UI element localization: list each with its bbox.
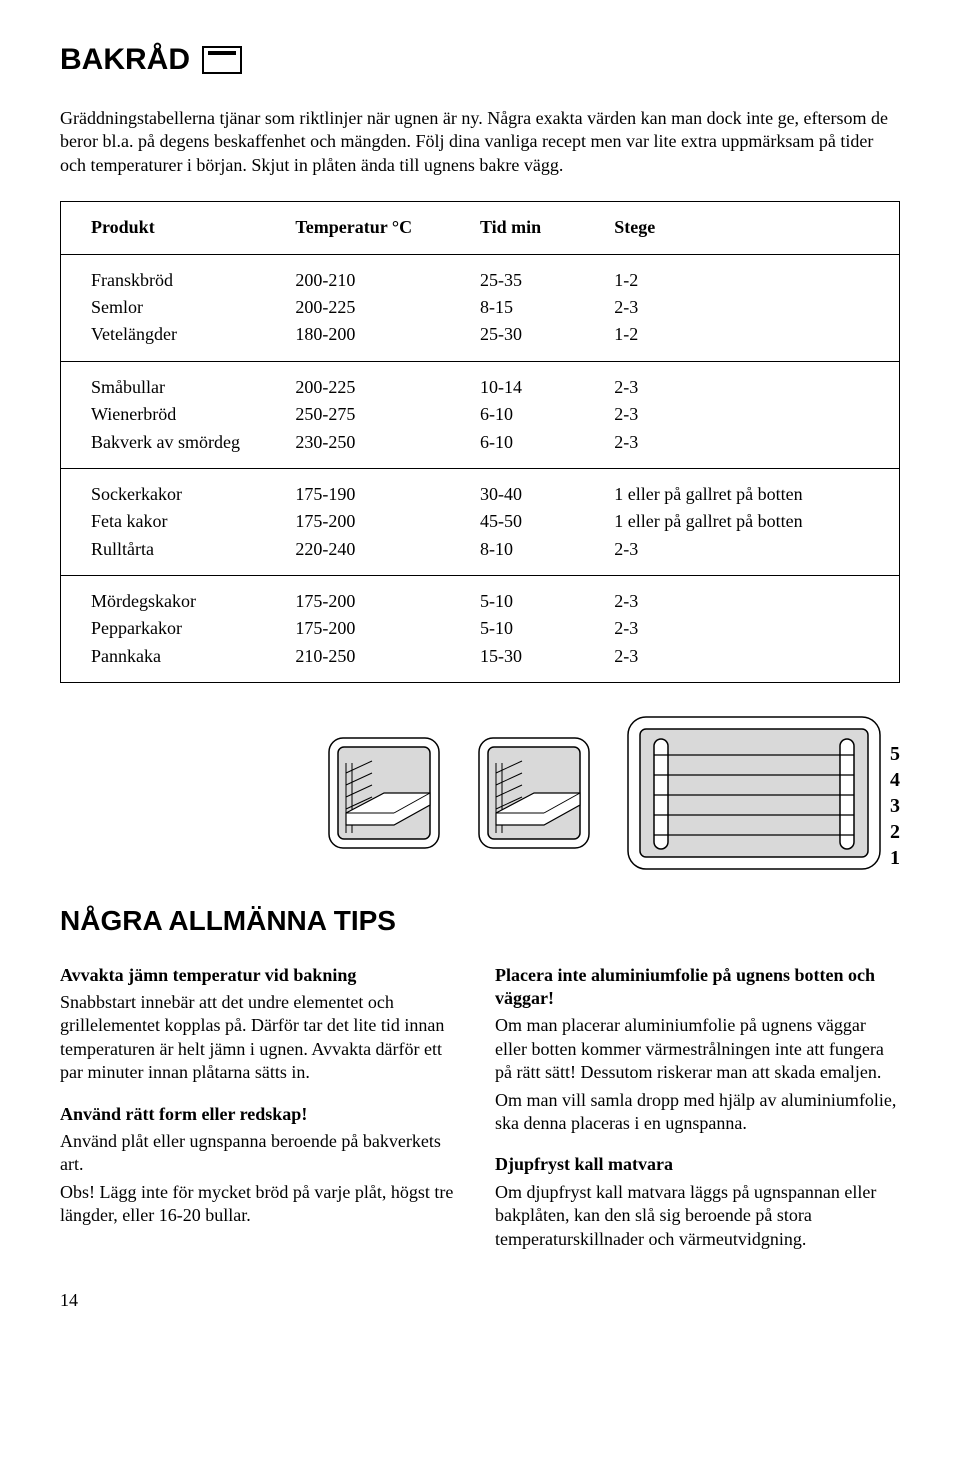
table-row: Feta kakor175-20045-501 eller på gallret… xyxy=(61,508,900,535)
tip-heading: Avvakta jämn temperatur vid bakning xyxy=(60,965,356,985)
cell-temp: 175-200 xyxy=(295,615,480,642)
oven-diagrams: 5 4 3 2 1 xyxy=(60,713,900,873)
th-tid: Tid min xyxy=(480,202,614,254)
page-title: BAKRÅD xyxy=(60,40,900,79)
tip-body: Snabbstart innebär att det undre element… xyxy=(60,991,465,1085)
tips-col-left: Avvakta jämn temperatur vid bakning Snab… xyxy=(60,964,465,1269)
cell-temp: 180-200 xyxy=(295,321,480,361)
cell-stege: 1 eller på gallret på botten xyxy=(614,468,899,508)
tips-title: NÅGRA ALLMÄNNA TIPS xyxy=(60,903,900,939)
oven-small-diagram-2 xyxy=(474,733,594,853)
cell-temp: 210-250 xyxy=(295,643,480,683)
th-produkt: Produkt xyxy=(61,202,296,254)
table-row: Franskbröd200-21025-351-2 xyxy=(61,254,900,294)
cell-tid: 25-35 xyxy=(480,254,614,294)
cell-tid: 5-10 xyxy=(480,615,614,642)
rack-label: 2 xyxy=(890,819,900,845)
cell-stege: 2-3 xyxy=(614,576,899,616)
tip-heading: Djupfryst kall matvara xyxy=(495,1154,673,1174)
cell-stege: 2-3 xyxy=(614,361,899,401)
cell-tid: 45-50 xyxy=(480,508,614,535)
cell-temp: 250-275 xyxy=(295,401,480,428)
cell-produkt: Mördegskakor xyxy=(61,576,296,616)
table-group: Mördegskakor175-2005-102-3Pepparkakor175… xyxy=(61,576,900,683)
cell-stege: 2-3 xyxy=(614,615,899,642)
table-group: Sockerkakor175-19030-401 eller på gallre… xyxy=(61,468,900,575)
th-temp: Temperatur °C xyxy=(295,202,480,254)
table-group: Småbullar200-22510-142-3Wienerbröd250-27… xyxy=(61,361,900,468)
cell-tid: 15-30 xyxy=(480,643,614,683)
cell-produkt: Pepparkakor xyxy=(61,615,296,642)
cell-tid: 30-40 xyxy=(480,468,614,508)
tip-body: Om man vill samla dropp med hjälp av alu… xyxy=(495,1089,900,1136)
cell-stege: 1-2 xyxy=(614,321,899,361)
cell-tid: 8-15 xyxy=(480,294,614,321)
cell-stege: 1 eller på gallret på botten xyxy=(614,508,899,535)
cell-produkt: Bakverk av smördeg xyxy=(61,429,296,469)
tip-body: Obs! Lägg inte för mycket bröd på varje … xyxy=(60,1181,465,1228)
cell-stege: 2-3 xyxy=(614,294,899,321)
rack-label: 3 xyxy=(890,793,900,819)
title-main-text: BAKRÅD xyxy=(60,40,190,79)
cell-temp: 175-200 xyxy=(295,576,480,616)
intro-paragraph: Gräddningstabellerna tjänar som riktlinj… xyxy=(60,107,900,177)
cell-tid: 6-10 xyxy=(480,401,614,428)
cell-produkt: Sockerkakor xyxy=(61,468,296,508)
cell-produkt: Wienerbröd xyxy=(61,401,296,428)
table-row: Mördegskakor175-2005-102-3 xyxy=(61,576,900,616)
cell-tid: 5-10 xyxy=(480,576,614,616)
table-row: Bakverk av smördeg230-2506-102-3 xyxy=(61,429,900,469)
cell-stege: 2-3 xyxy=(614,401,899,428)
oven-mode-icon xyxy=(202,46,242,74)
cell-produkt: Feta kakor xyxy=(61,508,296,535)
table-row: Pannkaka210-25015-302-3 xyxy=(61,643,900,683)
tip-body: Om djupfryst kall matvara läggs på ugnsp… xyxy=(495,1181,900,1251)
table-row: Wienerbröd250-2756-102-3 xyxy=(61,401,900,428)
table-group: Franskbröd200-21025-351-2Semlor200-2258-… xyxy=(61,254,900,361)
cell-tid: 10-14 xyxy=(480,361,614,401)
table-row: Vetelängder180-20025-301-2 xyxy=(61,321,900,361)
cell-tid: 6-10 xyxy=(480,429,614,469)
oven-small-diagram-1 xyxy=(324,733,444,853)
cell-produkt: Semlor xyxy=(61,294,296,321)
cell-stege: 2-3 xyxy=(614,643,899,683)
tip-heading: Använd rätt form eller redskap! xyxy=(60,1104,307,1124)
cell-produkt: Småbullar xyxy=(61,361,296,401)
table-row: Rulltårta220-2408-102-3 xyxy=(61,536,900,576)
page-number: 14 xyxy=(60,1289,900,1312)
cell-temp: 175-190 xyxy=(295,468,480,508)
cell-produkt: Vetelängder xyxy=(61,321,296,361)
oven-large-diagram xyxy=(624,713,884,873)
cell-produkt: Franskbröd xyxy=(61,254,296,294)
cell-stege: 2-3 xyxy=(614,429,899,469)
cell-stege: 2-3 xyxy=(614,536,899,576)
table-row: Småbullar200-22510-142-3 xyxy=(61,361,900,401)
rack-label: 4 xyxy=(890,767,900,793)
cell-temp: 200-225 xyxy=(295,361,480,401)
tips-columns: Avvakta jämn temperatur vid bakning Snab… xyxy=(60,964,900,1269)
rack-label: 1 xyxy=(890,845,900,871)
tip-body: Om man placerar aluminiumfolie på ugnens… xyxy=(495,1014,900,1084)
cell-temp: 230-250 xyxy=(295,429,480,469)
table-row: Sockerkakor175-19030-401 eller på gallre… xyxy=(61,468,900,508)
table-row: Pepparkakor175-2005-102-3 xyxy=(61,615,900,642)
tip-body: Använd plåt eller ugnspanna beroende på … xyxy=(60,1130,465,1177)
cell-tid: 25-30 xyxy=(480,321,614,361)
baking-table: Produkt Temperatur °C Tid min Stege Fran… xyxy=(60,201,900,683)
cell-stege: 1-2 xyxy=(614,254,899,294)
cell-produkt: Rulltårta xyxy=(61,536,296,576)
tips-col-right: Placera inte aluminiumfolie på ugnens bo… xyxy=(495,964,900,1269)
th-stege: Stege xyxy=(614,202,899,254)
cell-temp: 200-225 xyxy=(295,294,480,321)
rack-label: 5 xyxy=(890,741,900,767)
tip-heading: Placera inte aluminiumfolie på ugnens bo… xyxy=(495,965,875,1008)
table-row: Semlor200-2258-152-3 xyxy=(61,294,900,321)
rack-labels: 5 4 3 2 1 xyxy=(890,723,900,863)
cell-temp: 175-200 xyxy=(295,508,480,535)
cell-temp: 200-210 xyxy=(295,254,480,294)
cell-tid: 8-10 xyxy=(480,536,614,576)
cell-produkt: Pannkaka xyxy=(61,643,296,683)
cell-temp: 220-240 xyxy=(295,536,480,576)
